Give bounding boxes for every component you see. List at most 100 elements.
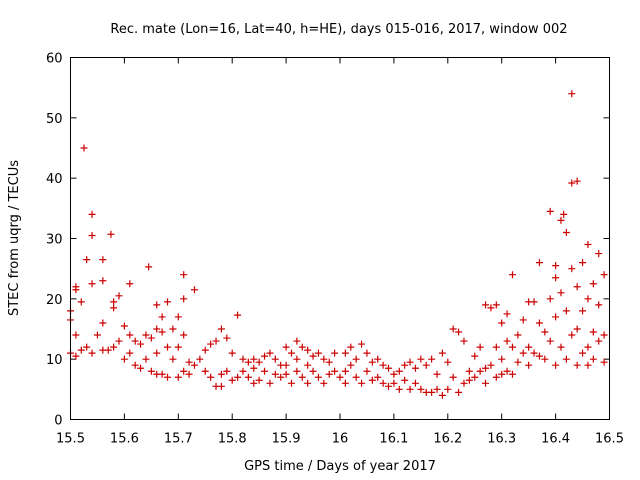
data-point <box>77 298 85 306</box>
data-point <box>77 346 85 354</box>
data-point <box>72 352 80 360</box>
data-point <box>352 373 360 381</box>
data-point <box>535 352 543 360</box>
x-tick-label: 16.4 <box>541 432 570 447</box>
data-point <box>104 346 112 354</box>
data-point <box>110 343 118 351</box>
data-point <box>390 370 398 378</box>
data-point <box>568 265 576 273</box>
y-tick-labels: 0 10 20 30 40 50 60 <box>46 52 63 429</box>
data-point <box>438 391 446 399</box>
data-point <box>336 373 344 381</box>
chart-title: Rec. mate (Lon=16, Lat=40, h=HE), days 0… <box>110 22 567 37</box>
data-point <box>584 241 592 249</box>
data-point <box>492 301 500 309</box>
data-point <box>115 292 123 300</box>
data-point <box>535 319 543 327</box>
data-point <box>331 349 339 357</box>
data-point <box>142 331 150 339</box>
data-point <box>158 370 166 378</box>
data-point <box>309 352 317 360</box>
data-point <box>503 367 511 375</box>
data-point <box>293 367 301 375</box>
data-point <box>589 328 597 336</box>
data-point <box>228 349 236 357</box>
x-tick-label: 16.5 <box>595 432 624 447</box>
data-point <box>455 388 463 396</box>
data-point <box>492 373 500 381</box>
data-point <box>293 355 301 363</box>
data-point <box>595 250 603 258</box>
data-point <box>99 256 107 264</box>
data-point <box>579 349 587 357</box>
data-point <box>395 367 403 375</box>
data-point <box>482 364 490 372</box>
data-point <box>406 385 414 393</box>
data-point <box>487 361 495 369</box>
data-point <box>304 346 312 354</box>
y-tick-label: 30 <box>46 233 63 248</box>
data-point <box>584 295 592 303</box>
data-point <box>212 337 220 345</box>
data-point <box>444 358 452 366</box>
data-point <box>180 271 188 279</box>
data-point <box>546 337 554 345</box>
data-point <box>153 325 161 333</box>
data-point <box>417 355 425 363</box>
data-point <box>589 280 597 288</box>
data-point <box>314 349 322 357</box>
data-point <box>271 370 279 378</box>
data-point <box>541 355 549 363</box>
data-point <box>579 307 587 315</box>
data-point <box>552 274 560 282</box>
data-point <box>374 373 382 381</box>
data-point <box>126 280 134 288</box>
data-point <box>374 355 382 363</box>
data-point <box>325 358 333 366</box>
x-tick-label: 16.2 <box>433 432 462 447</box>
data-point <box>147 334 155 342</box>
data-point <box>460 337 468 345</box>
data-point <box>560 210 568 218</box>
data-point <box>552 361 560 369</box>
data-point <box>83 256 91 264</box>
data-point <box>562 228 570 236</box>
data-point <box>525 361 533 369</box>
x-tick-label: 16.1 <box>379 432 408 447</box>
data-point <box>331 367 339 375</box>
data-point <box>568 90 576 98</box>
data-point <box>487 304 495 312</box>
data-point <box>390 379 398 387</box>
data-point <box>93 331 101 339</box>
data-point <box>298 373 306 381</box>
data-point <box>557 343 565 351</box>
data-point <box>411 364 419 372</box>
data-point <box>180 295 188 303</box>
data-point <box>99 319 107 327</box>
data-point <box>239 367 247 375</box>
data-point <box>320 379 328 387</box>
data-point <box>169 355 177 363</box>
y-tick-label: 40 <box>46 172 63 187</box>
x-tick-label: 15.8 <box>218 432 247 447</box>
data-point <box>207 373 215 381</box>
data-point <box>88 231 96 239</box>
x-tick-label: 16.3 <box>487 432 516 447</box>
data-point <box>552 262 560 270</box>
data-point <box>498 319 506 327</box>
data-point <box>282 370 290 378</box>
data-point <box>368 376 376 384</box>
data-point <box>174 343 182 351</box>
data-point <box>455 328 463 336</box>
data-point <box>530 349 538 357</box>
data-point <box>579 259 587 267</box>
data-point <box>498 355 506 363</box>
data-point <box>595 301 603 309</box>
data-point <box>422 361 430 369</box>
data-point <box>164 343 172 351</box>
data-point <box>368 358 376 366</box>
data-point <box>347 361 355 369</box>
data-point <box>169 325 177 333</box>
data-point <box>88 349 96 357</box>
